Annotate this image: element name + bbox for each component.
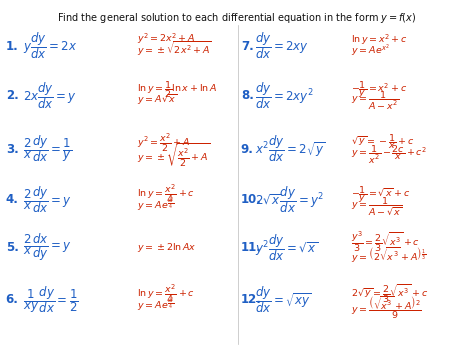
Text: $2x\dfrac{dy}{dx} = y$: $2x\dfrac{dy}{dx} = y$ [23,81,77,111]
Text: 11.: 11. [241,241,262,254]
Text: $\dfrac{y^3}{3} = \dfrac{2}{3}\sqrt{x^3} + c$: $\dfrac{y^3}{3} = \dfrac{2}{3}\sqrt{x^3}… [351,230,420,255]
Text: 3.: 3. [6,143,18,155]
Text: $\ln y = \dfrac{x^2}{4} + c$: $\ln y = \dfrac{x^2}{4} + c$ [137,282,195,305]
Text: $y = \dfrac{1}{A - \sqrt{x}}$: $y = \dfrac{1}{A - \sqrt{x}}$ [351,195,402,217]
Text: $y = \pm2\ln Ax$: $y = \pm2\ln Ax$ [137,241,197,254]
Text: 9.: 9. [241,143,254,155]
Text: $\dfrac{2}{x}\dfrac{dy}{dx} = y$: $\dfrac{2}{x}\dfrac{dy}{dx} = y$ [23,185,72,215]
Text: $\ln y = \dfrac{1}{2}\ln x + \ln A$: $\ln y = \dfrac{1}{2}\ln x + \ln A$ [137,79,218,100]
Text: $y^2 = \dfrac{x^2}{2} + A$: $y^2 = \dfrac{x^2}{2} + A$ [137,131,191,154]
Text: $y\dfrac{dy}{dx} = 2x$: $y\dfrac{dy}{dx} = 2x$ [23,31,77,61]
Text: 7.: 7. [241,40,254,53]
Text: $2\sqrt{y} = \dfrac{2}{3}\sqrt{x^3} + c$: $2\sqrt{y} = \dfrac{2}{3}\sqrt{x^3} + c$ [351,282,428,305]
Text: 12.: 12. [241,294,262,306]
Text: $\dfrac{dy}{dx} = 2xy$: $\dfrac{dy}{dx} = 2xy$ [255,31,309,61]
Text: $y = \dfrac{1}{x^2} - \dfrac{2c}{x} + c^2$: $y = \dfrac{1}{x^2} - \dfrac{2c}{x} + c^… [351,144,427,166]
Text: $\ln y = \dfrac{x^2}{4} + c$: $\ln y = \dfrac{x^2}{4} + c$ [137,183,195,206]
Text: $\dfrac{dy}{dx} = \sqrt{xy}$: $\dfrac{dy}{dx} = \sqrt{xy}$ [255,285,311,315]
Text: Find the general solution to each differential equation in the form $y = f(x)$: Find the general solution to each differ… [57,11,417,24]
Text: $x^2\dfrac{dy}{dx} = 2\sqrt{y}$: $x^2\dfrac{dy}{dx} = 2\sqrt{y}$ [255,134,326,164]
Text: $\sqrt{y} = -\dfrac{1}{x} + c$: $\sqrt{y} = -\dfrac{1}{x} + c$ [351,132,414,152]
Text: $y = \dfrac{\left(\sqrt{x^3} + A\right)^2}{9}$: $y = \dfrac{\left(\sqrt{x^3} + A\right)^… [351,294,422,321]
Text: $2\sqrt{x}\dfrac{dy}{dx} = y^2$: $2\sqrt{x}\dfrac{dy}{dx} = y^2$ [255,185,324,215]
Text: $y = \pm\sqrt{\dfrac{x^2}{2} + A}$: $y = \pm\sqrt{\dfrac{x^2}{2} + A}$ [137,141,210,170]
Text: $y = \pm\sqrt{2x^2 + A}$: $y = \pm\sqrt{2x^2 + A}$ [137,40,212,58]
Text: $\dfrac{1}{xy}\dfrac{dy}{dx} = \dfrac{1}{2}$: $\dfrac{1}{xy}\dfrac{dy}{dx} = \dfrac{1}… [23,285,78,315]
Text: 4.: 4. [6,193,18,206]
Text: $y = Ae^{\frac{x^2}{4}}$: $y = Ae^{\frac{x^2}{4}}$ [137,197,175,214]
Text: $y^2\dfrac{dy}{dx} = \sqrt{x}$: $y^2\dfrac{dy}{dx} = \sqrt{x}$ [255,233,318,263]
Text: 8.: 8. [241,89,254,102]
Text: $y = \left(2\sqrt{x^3} + A\right)^{\frac{1}{3}}$: $y = \left(2\sqrt{x^3} + A\right)^{\frac… [351,245,426,264]
Text: $y^2 = 2x^2 + A$: $y^2 = 2x^2 + A$ [137,32,196,47]
Text: 10.: 10. [241,193,262,206]
Text: $y = A\sqrt{x}$: $y = A\sqrt{x}$ [137,93,178,108]
Text: 5.: 5. [6,241,18,254]
Text: $\dfrac{dy}{dx} = 2xy^2$: $\dfrac{dy}{dx} = 2xy^2$ [255,81,314,111]
Text: $\ln y = x^2 + c$: $\ln y = x^2 + c$ [351,32,408,47]
Text: $y = Ae^{x^2}$: $y = Ae^{x^2}$ [351,42,390,59]
Text: $-\dfrac{1}{y} = x^2 + c$: $-\dfrac{1}{y} = x^2 + c$ [351,79,407,100]
Text: 6.: 6. [6,294,18,306]
Text: $y = \dfrac{1}{A - x^2}$: $y = \dfrac{1}{A - x^2}$ [351,90,399,112]
Text: 1.: 1. [6,40,18,53]
Text: $\dfrac{2}{x}\dfrac{dx}{dy} = y$: $\dfrac{2}{x}\dfrac{dx}{dy} = y$ [23,233,72,263]
Text: $-\dfrac{1}{y} = \sqrt{x} + c$: $-\dfrac{1}{y} = \sqrt{x} + c$ [351,184,410,205]
Text: $\dfrac{2}{x}\dfrac{dy}{dx} = \dfrac{1}{y}$: $\dfrac{2}{x}\dfrac{dy}{dx} = \dfrac{1}{… [23,134,72,164]
Text: $y = Ae^{\frac{x^2}{4}}$: $y = Ae^{\frac{x^2}{4}}$ [137,297,175,314]
Text: 2.: 2. [6,89,18,102]
